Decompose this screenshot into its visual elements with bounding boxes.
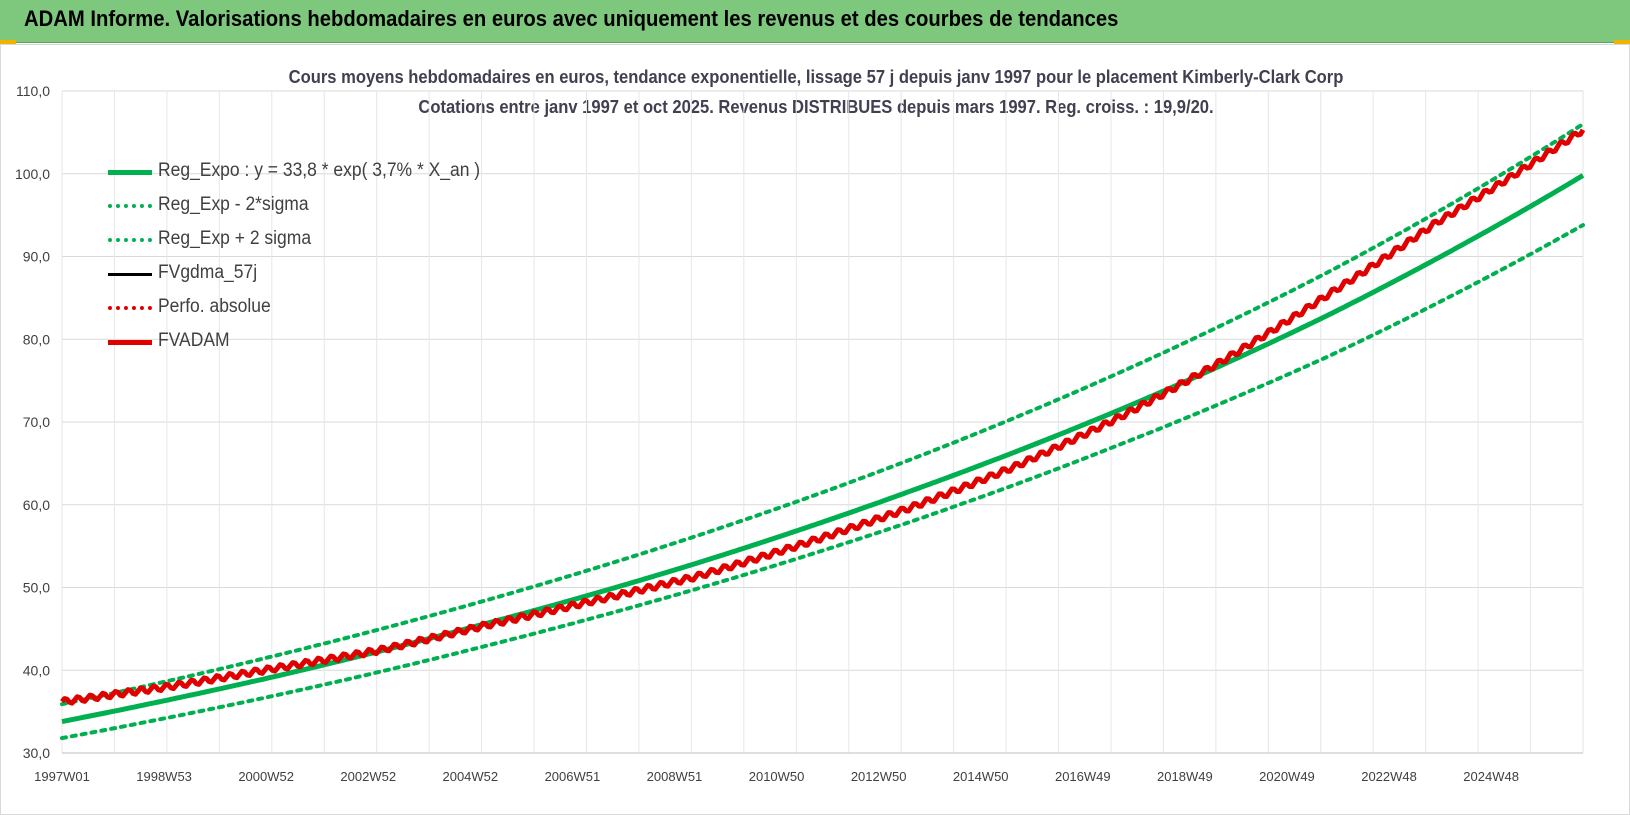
legend-label: Perfo. absolue <box>158 296 271 317</box>
corner-marker <box>1614 40 1630 45</box>
legend-swatch <box>108 204 152 208</box>
series-line-5 <box>60 128 1586 706</box>
chart-area: Cours moyens hebdomadaires en euros, ten… <box>0 44 1630 815</box>
corner-marker <box>0 40 16 45</box>
legend-swatch <box>108 339 152 345</box>
legend-swatch <box>108 272 152 276</box>
x-tick-label: 2010W50 <box>749 769 805 784</box>
x-tick-label: 2020W49 <box>1259 769 1315 784</box>
legend-label: Reg_Exp - 2*sigma <box>158 194 309 215</box>
x-tick-label: 2004W52 <box>442 769 498 784</box>
series-line-1 <box>60 223 1585 741</box>
x-tick-label: 2014W50 <box>953 769 1009 784</box>
x-tick-label: 2016W49 <box>1055 769 1111 784</box>
series-line-2 <box>60 122 1585 707</box>
x-tick-label: 2000W52 <box>238 769 294 784</box>
series-line-0 <box>61 173 1585 725</box>
legend-swatch <box>108 306 152 310</box>
y-tick-label: 50,0 <box>23 580 50 596</box>
chart-title-line-1: Cours moyens hebdomadaires en euros, ten… <box>288 67 1344 87</box>
x-tick-label: 2022W48 <box>1361 769 1417 784</box>
x-tick-label: 2012W50 <box>851 769 907 784</box>
y-tick-label: 40,0 <box>23 662 50 678</box>
y-tick-label: 80,0 <box>23 331 50 347</box>
x-tick-label: 2018W49 <box>1157 769 1213 784</box>
header-bar: ADAM Informe. Valorisations hebdomadaire… <box>0 0 1630 43</box>
x-tick-label: 1998W53 <box>136 769 192 784</box>
legend-label: Reg_Expo : y = 33,8 * exp( 3,7% * X_an ) <box>158 160 481 181</box>
legend-label: Reg_Exp + 2 sigma <box>158 228 312 249</box>
legend-label: FVADAM <box>158 330 230 351</box>
x-tick-label: 2008W51 <box>647 769 703 784</box>
chart-title-line-2: Cotations entre janv 1997 et oct 2025. R… <box>418 97 1214 117</box>
legend-label: FVgdma_57j <box>158 262 258 283</box>
x-tick-label: 1997W01 <box>34 769 90 784</box>
y-tick-label: 110,0 <box>16 83 50 99</box>
x-tick-label: 2024W48 <box>1463 769 1519 784</box>
x-tick-label: 2006W51 <box>545 769 601 784</box>
y-tick-label: 30,0 <box>23 745 50 761</box>
legend-swatch <box>108 169 152 175</box>
y-tick-label: 60,0 <box>23 497 50 513</box>
y-tick-label: 100,0 <box>15 166 50 182</box>
y-tick-label: 70,0 <box>23 414 50 430</box>
x-tick-label: 2002W52 <box>340 769 396 784</box>
y-tick-label: 90,0 <box>23 249 50 265</box>
page-title: ADAM Informe. Valorisations hebdomadaire… <box>24 6 1119 31</box>
legend-swatch <box>108 238 152 242</box>
